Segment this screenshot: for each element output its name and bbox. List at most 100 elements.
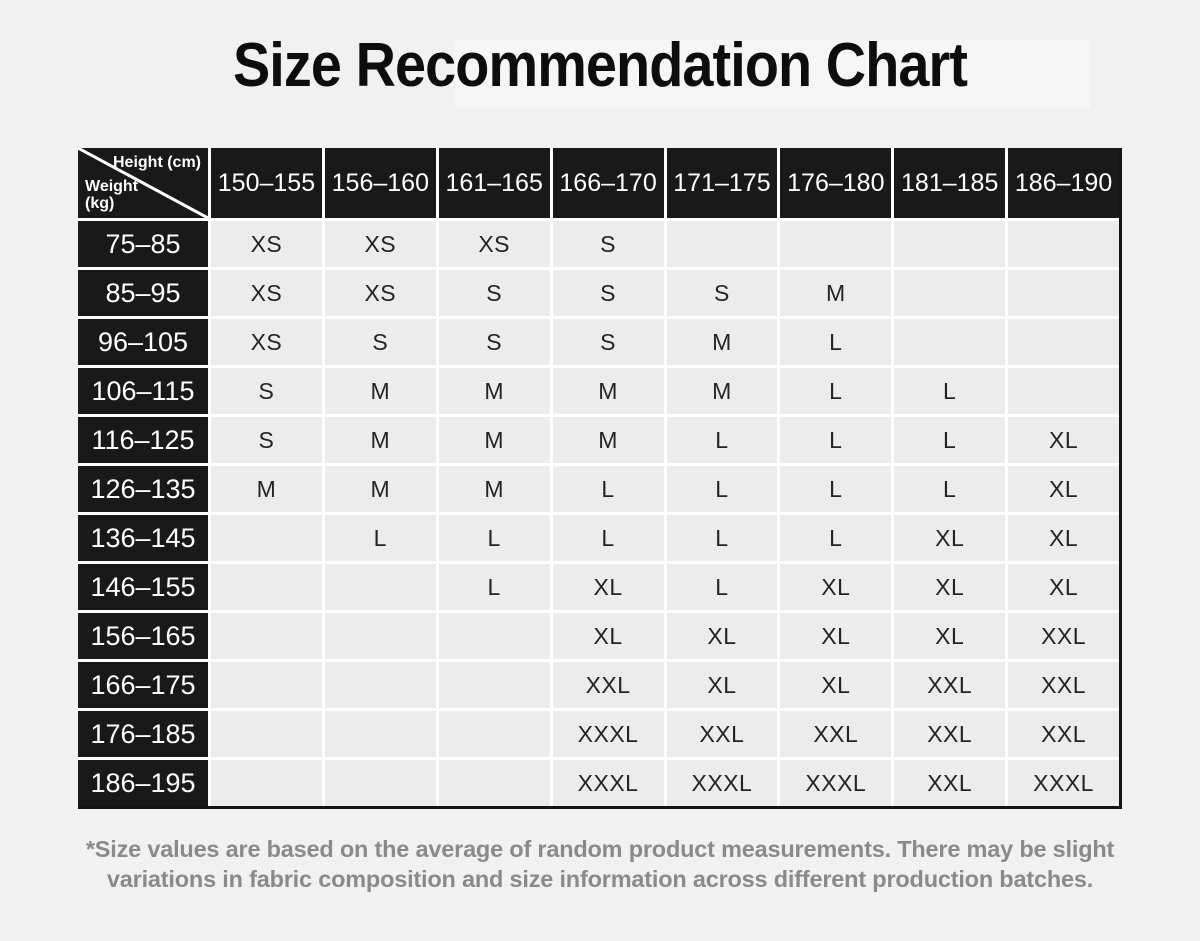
size-cell: [211, 711, 322, 757]
height-column-header: 156–160: [324, 148, 436, 218]
weight-row-header: 166–175: [78, 662, 208, 708]
title-backdrop: [455, 40, 1090, 108]
size-cell: XS: [211, 270, 322, 316]
size-cell: M: [324, 368, 436, 414]
size-cell: M: [666, 319, 778, 365]
size-cell: XL: [780, 662, 892, 708]
size-cell: [324, 564, 436, 610]
size-cell: XXXL: [780, 760, 892, 806]
size-cell: [438, 662, 550, 708]
height-column-header: 186–190: [1008, 148, 1119, 218]
size-cell: [780, 221, 892, 267]
size-cell: XL: [1008, 417, 1119, 463]
size-cell: XS: [211, 319, 322, 365]
size-cell: S: [552, 319, 664, 365]
weight-row-header: 176–185: [78, 711, 208, 757]
size-cell: XL: [1008, 466, 1119, 512]
size-table-wrap: Height (cm) Weight (kg) 150–155 156–160 16…: [78, 148, 1122, 809]
size-cell: M: [552, 417, 664, 463]
size-cell: XXL: [1008, 662, 1119, 708]
size-cell: [438, 711, 550, 757]
size-cell: M: [666, 368, 778, 414]
size-cell: XL: [894, 515, 1006, 561]
size-cell: L: [894, 417, 1006, 463]
size-cell: [1008, 221, 1119, 267]
size-cell: L: [666, 515, 778, 561]
size-cell: XL: [1008, 564, 1119, 610]
size-cell: XS: [211, 221, 322, 267]
weight-row-header: 96–105: [78, 319, 208, 365]
size-cell: XL: [552, 564, 664, 610]
size-cell: XXXL: [1008, 760, 1119, 806]
size-cell: XXL: [894, 711, 1006, 757]
height-column-header: 150–155: [211, 148, 322, 218]
size-cell: [1008, 368, 1119, 414]
size-cell: L: [780, 368, 892, 414]
size-cell: [438, 613, 550, 659]
corner-weight-label: Weight (kg): [85, 177, 139, 213]
weight-row-header: 85–95: [78, 270, 208, 316]
size-cell: [324, 760, 436, 806]
size-cell: L: [780, 319, 892, 365]
size-cell: XXL: [666, 711, 778, 757]
size-cell: S: [552, 270, 664, 316]
size-cell: S: [211, 368, 322, 414]
size-table: Height (cm) Weight (kg) 150–155 156–160 16…: [78, 148, 1119, 806]
weight-row-header: 136–145: [78, 515, 208, 561]
size-cell: [1008, 319, 1119, 365]
page-title: Size Recommendation Chart: [232, 31, 968, 100]
corner-height-label: Height (cm): [113, 154, 201, 171]
size-cell: [324, 662, 436, 708]
size-cell: S: [211, 417, 322, 463]
size-cell: M: [438, 466, 550, 512]
size-cell: M: [211, 466, 322, 512]
weight-row-header: 116–125: [78, 417, 208, 463]
size-cell: XXXL: [552, 760, 664, 806]
size-cell: XL: [666, 613, 778, 659]
size-cell: XL: [780, 613, 892, 659]
height-column-header: 176–180: [780, 148, 892, 218]
weight-row-header: 106–115: [78, 368, 208, 414]
size-cell: L: [666, 417, 778, 463]
size-cell: M: [780, 270, 892, 316]
size-cell: XXL: [1008, 613, 1119, 659]
size-cell: XXL: [552, 662, 664, 708]
size-cell: [1008, 270, 1119, 316]
size-cell: M: [438, 368, 550, 414]
size-cell: [894, 221, 1006, 267]
height-column-header: 181–185: [894, 148, 1006, 218]
weight-row-header: 75–85: [78, 221, 208, 267]
size-cell: XXL: [780, 711, 892, 757]
footnote-text: *Size values are based on the average of…: [85, 836, 1115, 892]
size-cell: XXL: [894, 760, 1006, 806]
size-cell: [211, 662, 322, 708]
size-cell: [894, 319, 1006, 365]
size-cell: S: [666, 270, 778, 316]
size-cell: XL: [1008, 515, 1119, 561]
size-cell: XXL: [894, 662, 1006, 708]
size-cell: [438, 760, 550, 806]
size-cell: L: [438, 564, 550, 610]
size-cell: L: [894, 368, 1006, 414]
size-cell: XS: [324, 221, 436, 267]
size-cell: XXXL: [552, 711, 664, 757]
size-cell: [211, 760, 322, 806]
size-cell: L: [780, 466, 892, 512]
size-cell: L: [552, 466, 664, 512]
size-cell: M: [438, 417, 550, 463]
size-cell: S: [438, 319, 550, 365]
size-cell: [211, 564, 322, 610]
size-cell: XL: [552, 613, 664, 659]
size-cell: S: [438, 270, 550, 316]
size-cell: XS: [324, 270, 436, 316]
size-cell: [894, 270, 1006, 316]
size-cell: S: [324, 319, 436, 365]
size-cell: L: [324, 515, 436, 561]
height-column-header: 171–175: [666, 148, 778, 218]
size-cell: XL: [894, 564, 1006, 610]
size-cell: XL: [894, 613, 1006, 659]
size-cell: M: [324, 417, 436, 463]
size-cell: L: [666, 466, 778, 512]
diagonal-divider-line: [78, 148, 208, 218]
